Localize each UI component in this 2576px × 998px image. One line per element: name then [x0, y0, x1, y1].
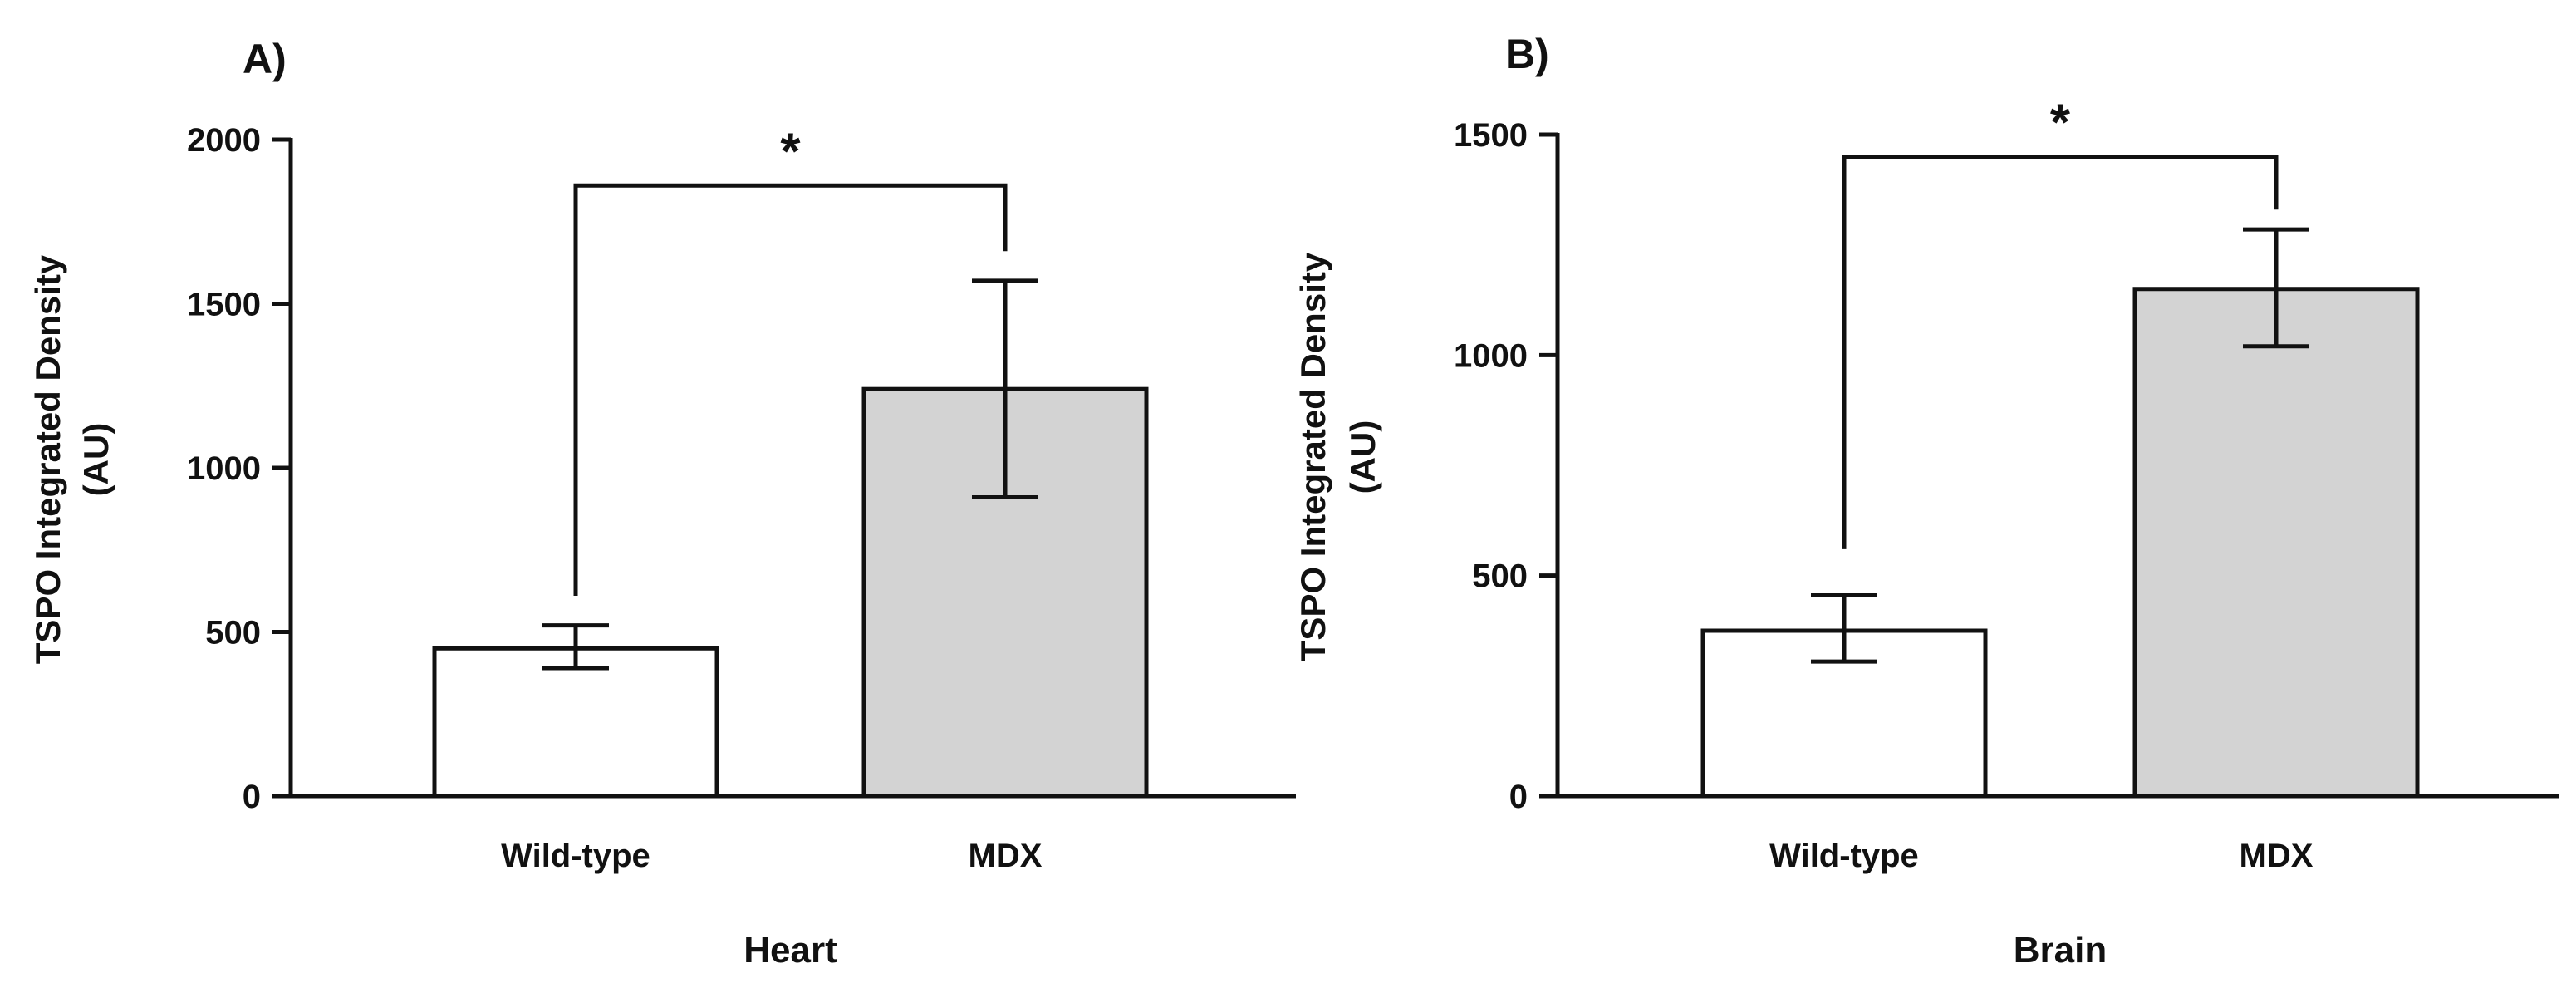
category-label: MDX — [2240, 838, 2313, 874]
y-tick-label: 2000 — [187, 122, 261, 159]
chart-panel-brain: B) Wild-type MDX 0 500 1000 1500 TSPO Integrate… — [1293, 31, 2559, 971]
y-tick-label: 1500 — [1454, 117, 1528, 154]
bar-wild-type — [432, 646, 719, 799]
y-tick-label: 1500 — [187, 287, 261, 323]
y-axis-label: TSPO Integrated Density — [28, 254, 67, 664]
significance-bracket — [573, 183, 1008, 597]
chart-panel-heart: A) Wild-type MDX 0 500 1000 1500 2000 TSPO Integ… — [28, 36, 1296, 971]
significance-marker: * — [2050, 95, 2071, 152]
category-label: Wild-type — [1769, 838, 1919, 874]
y-tick-label: 1000 — [1454, 337, 1528, 374]
x-axis-label: Brain — [2014, 930, 2107, 971]
y-tick-label: 0 — [243, 779, 261, 815]
y-tick-label: 1000 — [187, 450, 261, 487]
y-axis-label-units: (AU) — [1343, 420, 1382, 494]
significance-bracket — [1842, 155, 2279, 549]
category-label: MDX — [969, 838, 1043, 874]
bar-mdx — [2132, 287, 2420, 799]
significance-marker: * — [780, 123, 801, 180]
y-tick-label: 500 — [1472, 558, 1528, 595]
category-label: Wild-type — [501, 838, 650, 874]
y-tick-label: 0 — [1509, 779, 1528, 815]
y-tick-label: 500 — [205, 615, 261, 651]
panel-label: B) — [1505, 31, 1549, 77]
y-axis-label-units: (AU) — [76, 423, 115, 497]
x-axis-label: Heart — [743, 930, 837, 971]
y-axis-label: TSPO Integrated Density — [1293, 252, 1332, 661]
panel-label: A) — [243, 36, 287, 82]
